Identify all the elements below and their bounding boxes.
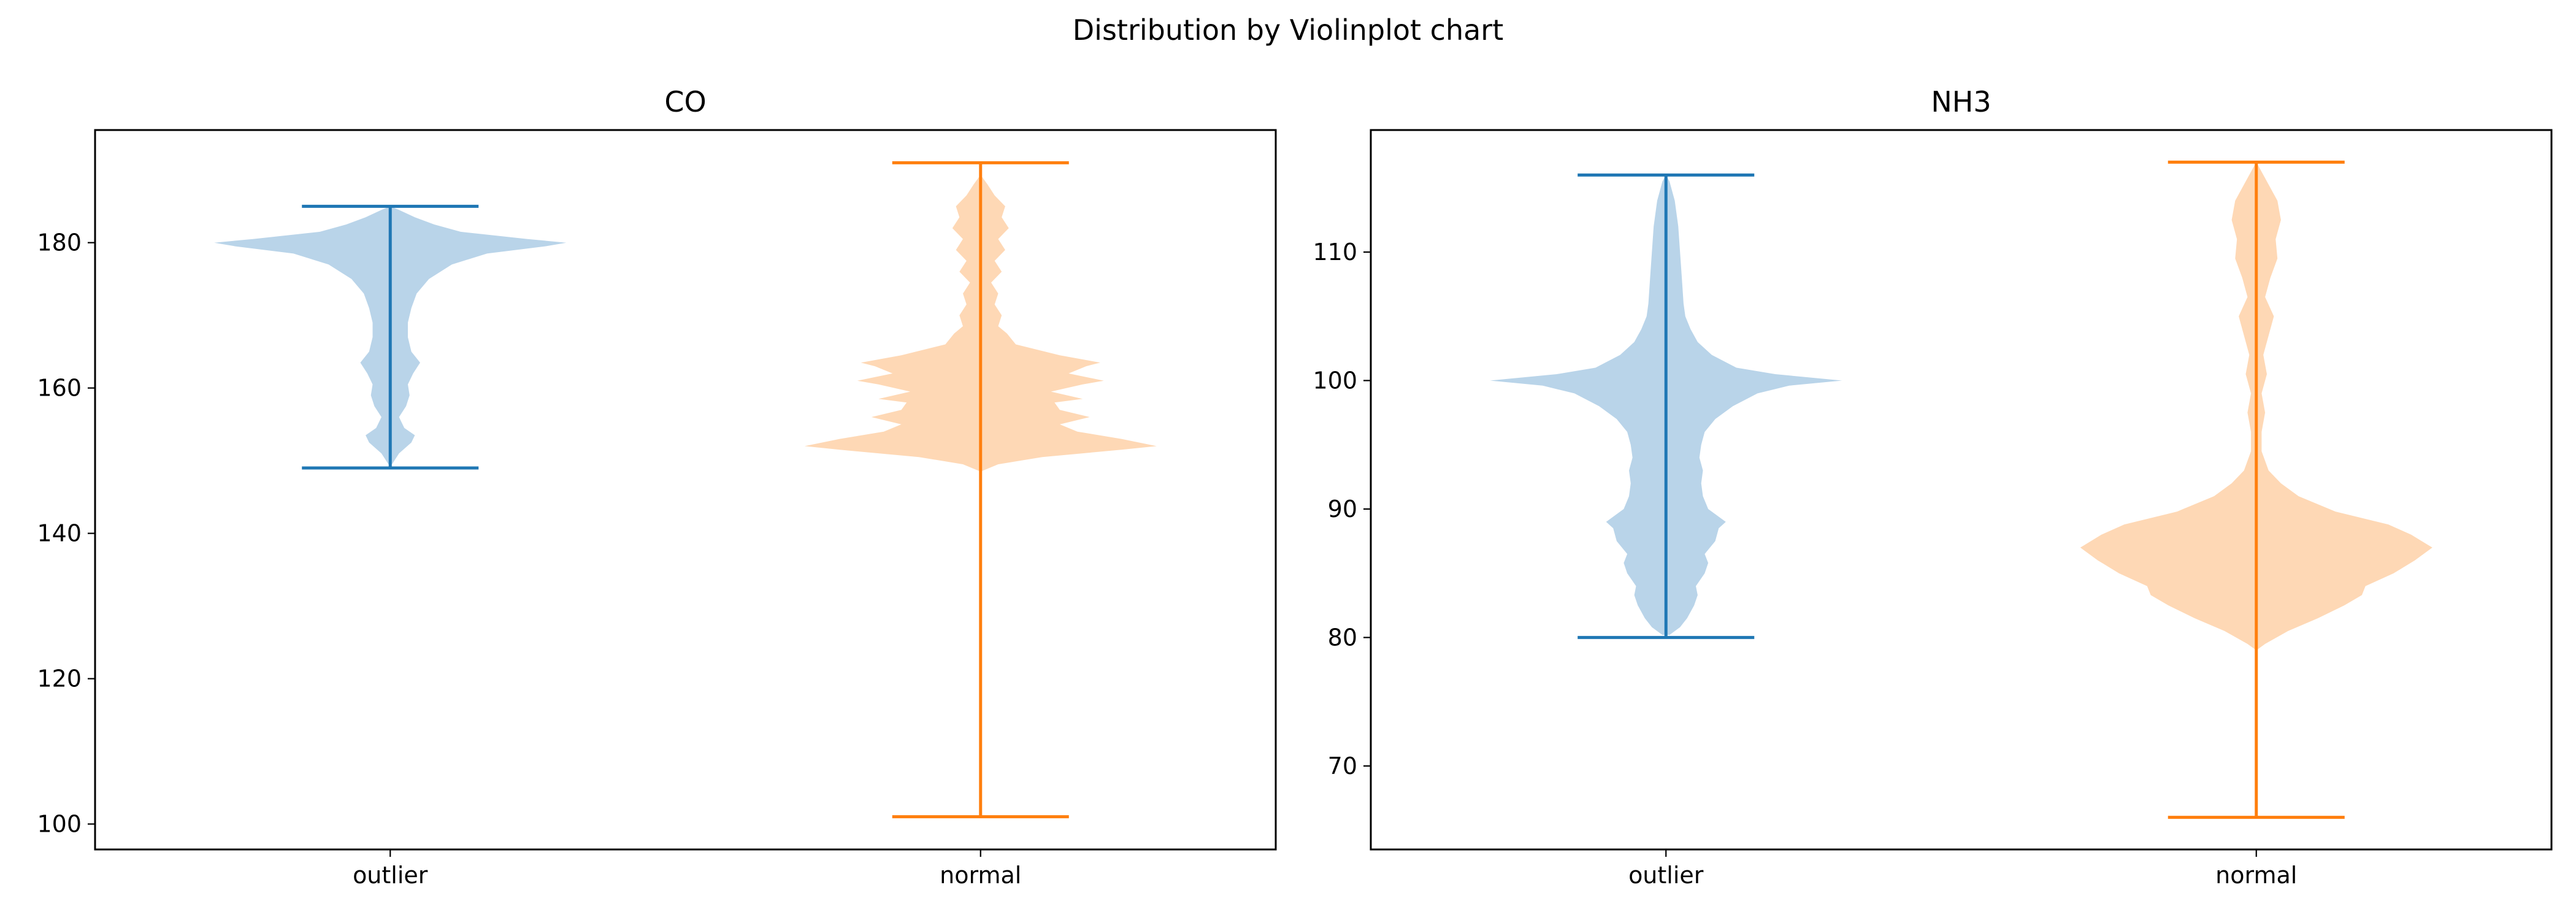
subplot-title: NH3 (1931, 85, 1991, 118)
x-tick-label-outlier: outlier (353, 862, 428, 889)
y-tick-label: 100 (1313, 367, 1357, 394)
x-tick-label-normal: normal (2215, 862, 2297, 889)
subplot-co: CO 100 120 140 160 180 outlier normal (37, 85, 1277, 889)
axes-frame (1370, 129, 2553, 851)
x-tick-label-outlier: outlier (1628, 862, 1704, 889)
y-tick-label: 120 (37, 665, 82, 692)
y-tick-label: 70 (1328, 753, 1357, 780)
x-tick-label-normal: normal (940, 862, 1021, 889)
y-tick-label: 160 (37, 375, 82, 402)
y-tick-label: 80 (1328, 624, 1357, 651)
axes-frame (94, 129, 1277, 851)
y-tick-label: 110 (1313, 239, 1357, 266)
y-tick-label: 180 (37, 229, 82, 256)
subplot-title: CO (664, 85, 706, 118)
y-tick-label: 100 (37, 811, 82, 838)
subplot-nh3: NH3 70 80 90 100 110 outlier normal (1313, 85, 2553, 889)
y-tick-label: 90 (1328, 496, 1357, 523)
y-tick-label: 140 (37, 520, 82, 547)
figure-suptitle: Distribution by Violinplot chart (1073, 13, 1504, 47)
